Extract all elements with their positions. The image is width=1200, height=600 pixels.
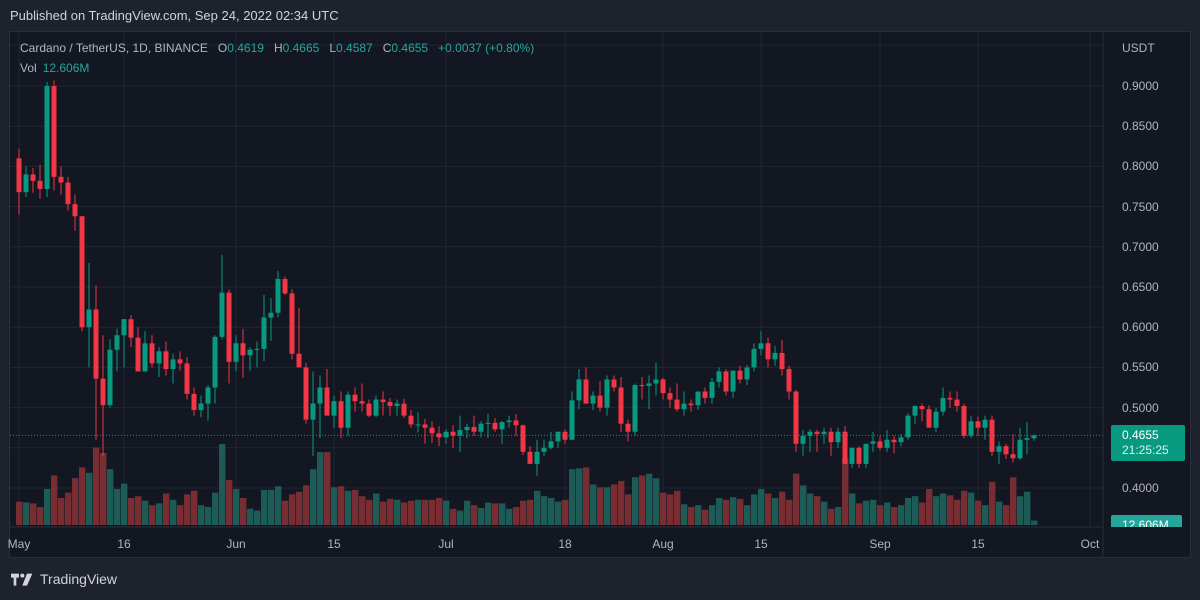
time-tick-label: 15: [754, 537, 768, 551]
grid-lines: [10, 32, 1103, 527]
published-caption: Published on TradingView.com, Sep 24, 20…: [10, 8, 339, 23]
candles: [16, 80, 1037, 476]
time-tick-label: 18: [558, 537, 572, 551]
high-label: H: [273, 41, 283, 55]
time-tick-label: Jun: [226, 537, 246, 551]
price-tick-label: 0.8000: [1122, 159, 1159, 174]
chart-pane[interactable]: [9, 31, 1191, 558]
symbol-title: Cardano / TetherUS, 1D, BINANCE: [20, 41, 208, 55]
price-tick-label: 0.9000: [1122, 79, 1159, 93]
tradingview-logo[interactable]: TradingView: [11, 571, 117, 587]
price-tick-label: 0.6000: [1122, 320, 1159, 335]
volume-tag: 12.606M: [1111, 515, 1182, 527]
close-label: C: [382, 41, 392, 55]
time-tick-label: May: [7, 537, 31, 551]
volume-bars: [16, 444, 1038, 525]
time-tick-label: Oct: [1080, 537, 1100, 551]
low-label: L: [329, 41, 337, 55]
price-tick-label: 0.4000: [1122, 481, 1159, 495]
price-tick-label: 0.5500: [1122, 360, 1159, 375]
volume-label: Vol: [20, 61, 37, 75]
symbol-legend: Cardano / TetherUS, 1D, BINANCE O0.4619 …: [20, 41, 534, 55]
high-value: 0.4665: [282, 41, 320, 55]
time-tick-label: 15: [327, 537, 341, 551]
price-tick-label: 0.7500: [1122, 199, 1159, 214]
tradingview-brand: TradingView: [40, 571, 118, 587]
price-axis-unit: USDT: [1122, 41, 1155, 55]
bar-countdown: 21:25:25: [1122, 443, 1169, 457]
current-price-tag: 0.4655 21:25:25: [1111, 425, 1185, 461]
time-tick-label: Jul: [438, 537, 454, 551]
volume-legend: Vol 12.606M: [20, 61, 89, 75]
current-price-value: 0.4655: [1122, 428, 1159, 442]
price-tick-label: 0.6500: [1122, 280, 1159, 294]
time-tick-label: Sep: [869, 537, 891, 551]
low-value: 0.4587: [336, 41, 373, 55]
time-tick-label: Aug: [652, 537, 674, 551]
time-tick-label: 15: [971, 537, 985, 551]
time-tick-label: 16: [117, 537, 131, 551]
tradingview-logo-icon: [11, 573, 33, 586]
open-label: O: [217, 41, 228, 55]
open-value: 0.4619: [227, 41, 264, 55]
price-tick-label: 0.8500: [1122, 119, 1159, 134]
volume-value: 12.606M: [42, 61, 90, 75]
change-value: +0.0037 (+0.80%): [438, 41, 535, 55]
close-value: 0.4655: [391, 41, 429, 55]
price-tick-label: 0.5000: [1122, 400, 1159, 415]
price-tick-label: 0.7000: [1122, 239, 1159, 254]
